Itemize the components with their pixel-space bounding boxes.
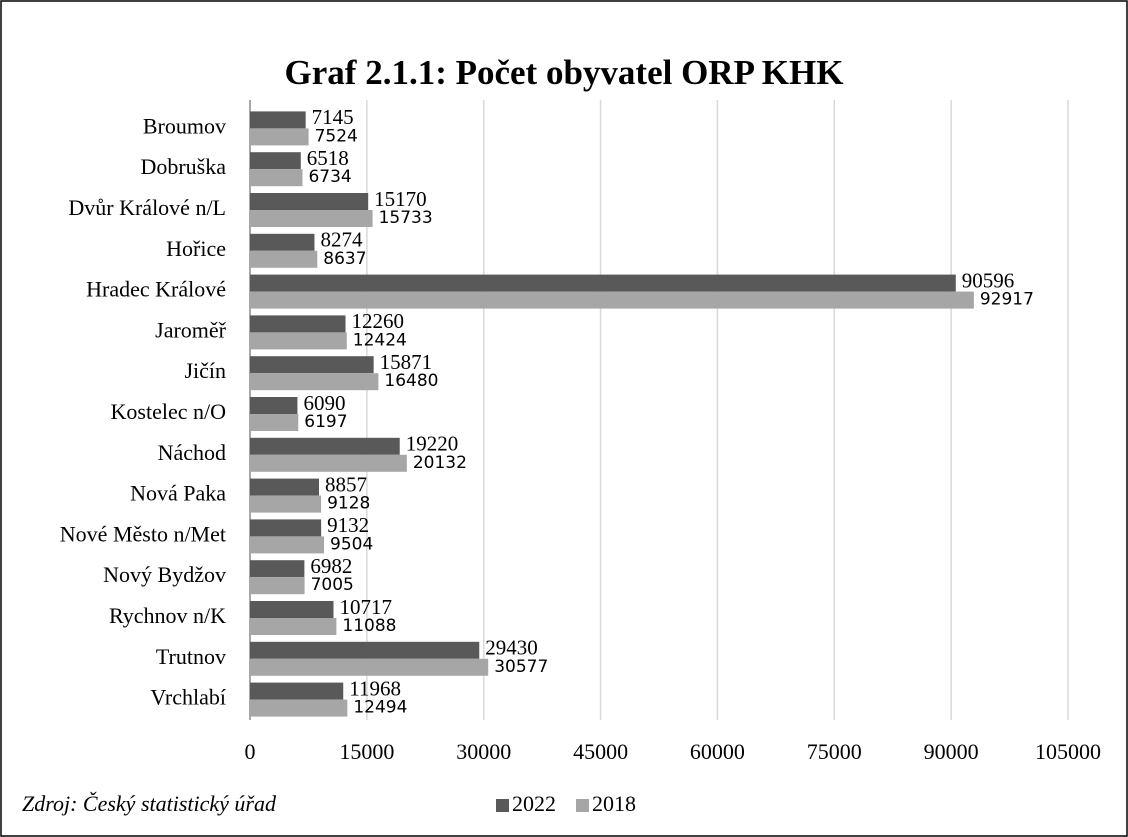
- y-tick-label: Kostelec n/O: [111, 399, 226, 424]
- data-label: 12494: [353, 698, 407, 718]
- bar: [250, 519, 322, 537]
- bar: [250, 414, 299, 431]
- x-tick-label: 75000: [807, 739, 862, 764]
- x-tick-label: 60000: [690, 739, 745, 764]
- bar: [250, 111, 306, 129]
- bar: [250, 193, 369, 210]
- data-label: 8637: [323, 249, 366, 269]
- y-tick-label: Trutnov: [156, 644, 226, 669]
- bar: [250, 454, 407, 472]
- bar: [250, 315, 346, 333]
- data-label: 6090: [303, 391, 345, 415]
- data-label: 12424: [353, 330, 407, 350]
- bar: [250, 210, 373, 227]
- x-tick-label: 30000: [456, 739, 511, 764]
- x-tick-label: 90000: [924, 739, 979, 764]
- data-label: 9128: [327, 494, 370, 514]
- bar: [250, 618, 337, 635]
- data-label: 15871: [380, 350, 433, 374]
- bar: [250, 250, 318, 268]
- bar: [250, 233, 315, 251]
- bar: [250, 169, 303, 187]
- data-label: 10717: [339, 595, 392, 619]
- legend-label: 2022: [512, 791, 556, 816]
- chart-title: Graf 2.1.1: Počet obyvatel ORP KHK: [285, 53, 844, 92]
- y-tick-label: Nové Město n/Met: [60, 521, 226, 546]
- bar: [250, 332, 347, 350]
- y-tick-label: Nový Bydžov: [103, 562, 226, 587]
- bar: [250, 397, 298, 414]
- data-label: 11088: [342, 616, 396, 636]
- data-label: 9132: [327, 513, 369, 537]
- bar: [250, 601, 334, 618]
- data-label: 6197: [304, 412, 347, 432]
- bar: [250, 152, 301, 170]
- data-label: 20132: [413, 453, 467, 473]
- y-tick-label: Nová Paka: [130, 481, 226, 506]
- bar: [250, 577, 305, 595]
- legend-swatch: [576, 799, 589, 812]
- bar: [250, 641, 480, 659]
- data-label: 11968: [349, 676, 401, 700]
- data-label: 90596: [962, 268, 1015, 292]
- data-label: 19220: [406, 432, 459, 456]
- x-tick-label: 15000: [339, 739, 394, 764]
- bar: [250, 682, 344, 700]
- y-tick-label: Dvůr Králové n/L: [68, 195, 226, 220]
- data-label: 29430: [485, 636, 537, 660]
- legend-swatch: [496, 799, 509, 812]
- data-label: 7005: [311, 575, 354, 595]
- y-tick-label: Hradec Králové: [86, 277, 226, 302]
- legend-label: 2018: [592, 791, 636, 816]
- data-label: 6734: [308, 167, 351, 187]
- data-label: 12260: [352, 309, 405, 333]
- y-tick-label: Dobruška: [140, 154, 226, 179]
- data-label: 7145: [312, 105, 354, 129]
- y-tick-label: Jičín: [184, 358, 226, 383]
- y-tick-label: Náchod: [158, 440, 226, 465]
- bar: [250, 699, 348, 717]
- data-label: 8274: [320, 228, 363, 252]
- data-label: 7524: [315, 126, 358, 146]
- data-label: 6518: [307, 146, 349, 170]
- bar: [250, 128, 309, 146]
- bar: [250, 437, 400, 455]
- x-tick-label: 45000: [573, 739, 628, 764]
- data-label: 15733: [379, 208, 433, 228]
- bar: [250, 495, 322, 513]
- y-tick-label: Rychnov n/K: [109, 603, 226, 628]
- bar: [250, 560, 305, 578]
- bar: [250, 658, 489, 676]
- bar: [250, 274, 956, 292]
- source-note: Zdroj: Český statistický úřad: [22, 791, 277, 816]
- x-tick-label: 105000: [1035, 739, 1101, 764]
- bar: [250, 356, 374, 374]
- bar: [250, 291, 974, 309]
- data-label: 30577: [494, 657, 548, 677]
- y-tick-label: Broumov: [143, 113, 226, 138]
- data-label: 6982: [310, 554, 352, 578]
- data-label: 16480: [384, 371, 438, 391]
- data-label: 9504: [330, 534, 373, 554]
- data-label: 8857: [325, 472, 367, 496]
- bar: [250, 536, 325, 554]
- bar: [250, 373, 379, 391]
- bar: [250, 478, 320, 496]
- y-tick-label: Hořice: [166, 236, 226, 261]
- y-tick-label: Jaroměř: [155, 317, 227, 342]
- x-tick-label: 0: [245, 739, 256, 764]
- y-tick-label: Vrchlabí: [150, 685, 226, 710]
- data-label: 15170: [374, 187, 427, 211]
- data-label: 92917: [980, 290, 1034, 310]
